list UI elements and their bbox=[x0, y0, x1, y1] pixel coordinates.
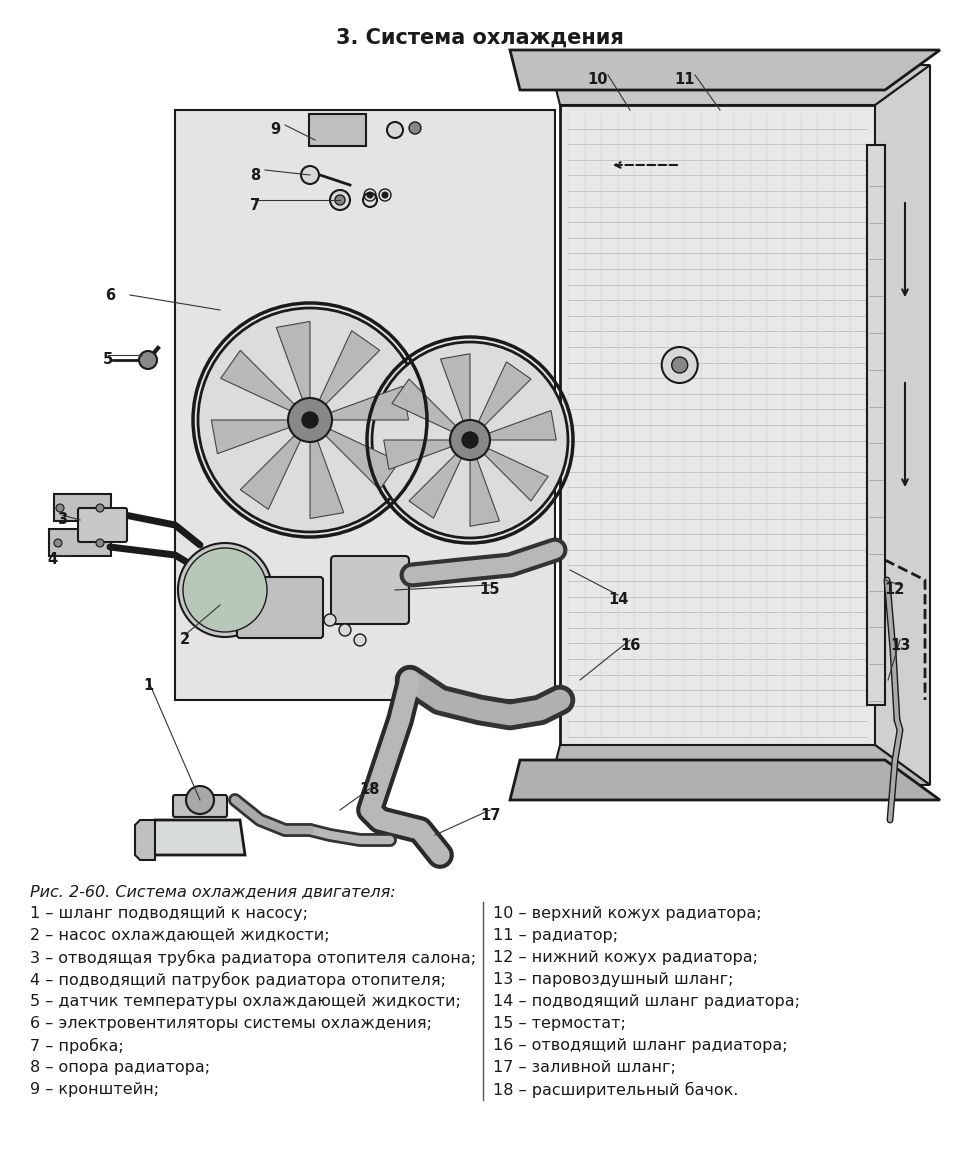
Polygon shape bbox=[276, 322, 310, 406]
Text: 11: 11 bbox=[675, 73, 695, 88]
Circle shape bbox=[462, 432, 478, 448]
FancyBboxPatch shape bbox=[560, 104, 875, 745]
Polygon shape bbox=[135, 819, 155, 861]
Text: 14 – подводящий шланг радиатора;: 14 – подводящий шланг радиатора; bbox=[493, 994, 800, 1008]
Text: 4: 4 bbox=[47, 553, 57, 567]
Circle shape bbox=[335, 195, 345, 205]
Polygon shape bbox=[310, 434, 344, 519]
Circle shape bbox=[324, 614, 336, 626]
Circle shape bbox=[450, 420, 490, 460]
Circle shape bbox=[96, 539, 104, 547]
Text: 2 – насос охлаждающей жидкости;: 2 – насос охлаждающей жидкости; bbox=[30, 927, 329, 943]
Polygon shape bbox=[384, 440, 456, 470]
Text: 18: 18 bbox=[360, 783, 380, 797]
Text: 5: 5 bbox=[103, 352, 113, 367]
Polygon shape bbox=[875, 65, 930, 785]
Text: 2: 2 bbox=[180, 633, 190, 648]
Polygon shape bbox=[409, 451, 464, 518]
Text: 6 – электровентиляторы системы охлаждения;: 6 – электровентиляторы системы охлаждени… bbox=[30, 1016, 432, 1031]
Circle shape bbox=[56, 504, 64, 512]
FancyBboxPatch shape bbox=[49, 529, 111, 556]
Polygon shape bbox=[510, 50, 940, 90]
Polygon shape bbox=[510, 760, 940, 799]
Text: 17 – заливной шланг;: 17 – заливной шланг; bbox=[493, 1060, 676, 1075]
FancyBboxPatch shape bbox=[867, 146, 885, 706]
Circle shape bbox=[339, 625, 351, 636]
Text: 16: 16 bbox=[620, 637, 640, 653]
Circle shape bbox=[302, 412, 318, 429]
Polygon shape bbox=[321, 426, 399, 490]
Text: 15 – термостат;: 15 – термостат; bbox=[493, 1016, 626, 1031]
Text: 15: 15 bbox=[480, 582, 500, 598]
FancyBboxPatch shape bbox=[173, 795, 227, 817]
FancyBboxPatch shape bbox=[78, 508, 127, 542]
Circle shape bbox=[288, 398, 332, 441]
Circle shape bbox=[139, 351, 157, 369]
Polygon shape bbox=[550, 745, 930, 785]
Polygon shape bbox=[470, 454, 499, 526]
Circle shape bbox=[354, 634, 366, 646]
Polygon shape bbox=[392, 379, 460, 433]
Text: 13 – паровоздушный шланг;: 13 – паровоздушный шланг; bbox=[493, 972, 733, 987]
Text: 1 – шланг подводящий к насосу;: 1 – шланг подводящий к насосу; bbox=[30, 906, 308, 920]
Polygon shape bbox=[441, 353, 470, 426]
Circle shape bbox=[301, 166, 319, 184]
Polygon shape bbox=[317, 331, 380, 410]
Circle shape bbox=[672, 357, 687, 373]
Text: 7 – пробка;: 7 – пробка; bbox=[30, 1038, 124, 1054]
FancyBboxPatch shape bbox=[331, 556, 409, 625]
Text: 3: 3 bbox=[57, 513, 67, 527]
Polygon shape bbox=[324, 386, 409, 420]
Text: 8: 8 bbox=[250, 168, 260, 182]
Circle shape bbox=[178, 544, 272, 637]
Text: 10 – верхний кожух радиатора;: 10 – верхний кожух радиатора; bbox=[493, 906, 761, 920]
Text: 5 – датчик температуры охлаждающей жидкости;: 5 – датчик температуры охлаждающей жидко… bbox=[30, 994, 461, 1008]
Text: 6: 6 bbox=[105, 288, 115, 303]
Text: 14: 14 bbox=[608, 593, 628, 607]
FancyBboxPatch shape bbox=[175, 110, 555, 700]
Circle shape bbox=[198, 308, 422, 532]
Text: 8 – опора радиатора;: 8 – опора радиатора; bbox=[30, 1060, 210, 1075]
Circle shape bbox=[367, 193, 373, 198]
Text: 1: 1 bbox=[143, 677, 154, 693]
Polygon shape bbox=[221, 350, 300, 413]
Circle shape bbox=[382, 193, 388, 198]
Circle shape bbox=[372, 342, 568, 538]
Circle shape bbox=[387, 122, 403, 139]
Text: 16 – отводящий шланг радиатора;: 16 – отводящий шланг радиатора; bbox=[493, 1038, 787, 1053]
Text: 9 – кронштейн;: 9 – кронштейн; bbox=[30, 1082, 159, 1097]
Polygon shape bbox=[484, 411, 556, 440]
Text: 11 – радиатор;: 11 – радиатор; bbox=[493, 927, 618, 943]
Text: 9: 9 bbox=[270, 122, 280, 137]
Text: 3. Система охлаждения: 3. Система охлаждения bbox=[336, 28, 624, 48]
Text: 3 – отводящая трубка радиатора отопителя салона;: 3 – отводящая трубка радиатора отопителя… bbox=[30, 950, 476, 966]
Text: 7: 7 bbox=[250, 197, 260, 212]
Polygon shape bbox=[240, 431, 303, 510]
Text: 10: 10 bbox=[588, 73, 609, 88]
Text: 12: 12 bbox=[885, 582, 905, 598]
FancyBboxPatch shape bbox=[309, 114, 366, 146]
Polygon shape bbox=[550, 65, 930, 104]
Text: 4 – подводящий патрубок радиатора отопителя;: 4 – подводящий патрубок радиатора отопит… bbox=[30, 972, 446, 989]
Circle shape bbox=[409, 122, 421, 134]
Polygon shape bbox=[150, 819, 245, 855]
Text: 17: 17 bbox=[480, 808, 500, 823]
Polygon shape bbox=[211, 420, 296, 453]
Circle shape bbox=[330, 190, 350, 210]
Circle shape bbox=[54, 539, 62, 547]
Text: 18 – расширительный бачок.: 18 – расширительный бачок. bbox=[493, 1082, 738, 1098]
Polygon shape bbox=[476, 362, 531, 430]
Circle shape bbox=[183, 548, 267, 632]
Circle shape bbox=[186, 787, 214, 814]
Text: Рис. 2-60. Система охлаждения двигателя:: Рис. 2-60. Система охлаждения двигателя: bbox=[30, 884, 396, 899]
FancyBboxPatch shape bbox=[54, 494, 111, 521]
Circle shape bbox=[661, 348, 698, 383]
FancyBboxPatch shape bbox=[237, 576, 323, 637]
Text: 13: 13 bbox=[890, 637, 910, 653]
Polygon shape bbox=[481, 446, 548, 501]
Text: 12 – нижний кожух радиатора;: 12 – нижний кожух радиатора; bbox=[493, 950, 758, 965]
Circle shape bbox=[96, 504, 104, 512]
